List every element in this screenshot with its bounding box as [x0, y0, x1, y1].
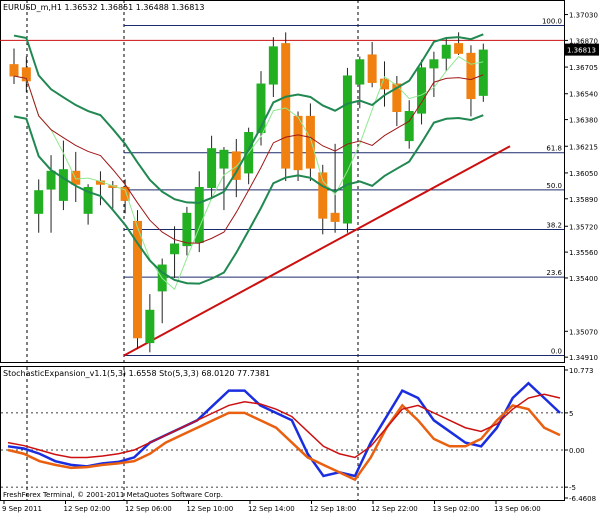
candle-body — [466, 52, 476, 100]
price-tick-label: 1.36050 — [569, 170, 598, 178]
candle-body — [293, 115, 303, 171]
candle-body — [429, 59, 439, 69]
price-tick-label: 1.35400 — [569, 275, 598, 283]
indicator-series-line — [7, 381, 561, 478]
candle-body — [194, 186, 204, 243]
candle-body — [330, 212, 340, 222]
time-axis-label: 12 Sep 02:00 — [64, 505, 111, 513]
ind-tick-label: -5 — [569, 484, 576, 492]
candle-body — [219, 149, 229, 169]
candle-body — [268, 46, 278, 85]
candle-body — [256, 83, 266, 134]
candle-body — [281, 43, 291, 169]
indicator-series-line — [7, 393, 561, 459]
candle-body — [120, 186, 130, 201]
ind-tick-label: 10.773 — [569, 367, 594, 375]
ma-slow-line — [13, 74, 484, 244]
fib-level-label: 50.0 — [546, 182, 562, 190]
candle-body — [145, 309, 155, 344]
candle-body — [305, 115, 315, 169]
candle-body — [342, 75, 352, 224]
current-price-box — [565, 43, 599, 56]
time-axis-label: 12 Sep 18:00 — [310, 505, 357, 513]
candle-body — [417, 67, 427, 114]
indicator-header: StochasticExpansion_v1.1(5,3) 1.6558 Sto… — [3, 369, 270, 378]
trend-line — [123, 145, 511, 357]
price-tick-label: 1.35560 — [569, 249, 598, 257]
candle-body — [380, 78, 389, 90]
price-tick-label: 1.36870 — [569, 37, 598, 45]
candle-body — [133, 220, 142, 339]
fib-level-label: 0.0 — [551, 348, 562, 356]
footer-copyright: FreshForex Terminal, © 2001-2011 MetaQuo… — [3, 491, 223, 499]
candle-body — [367, 54, 377, 83]
ind-tick-label: 5 — [569, 410, 573, 418]
candle-body — [34, 190, 44, 214]
price-tick-label: 1.34910 — [569, 354, 598, 362]
candle-body — [83, 186, 93, 214]
time-axis-label: 12 Sep 06:00 — [125, 505, 172, 513]
time-axis-label: 12 Sep 22:00 — [371, 505, 418, 513]
envelope-lower-line — [13, 114, 484, 285]
candle-body — [182, 212, 192, 247]
time-axis-label: 13 Sep 06:00 — [494, 505, 541, 513]
price-tick-label: 1.36380 — [569, 117, 598, 125]
candle-body — [21, 67, 31, 82]
time-axis-label: 9 Sep 2011 — [2, 505, 42, 513]
price-tick-label: 1.37030 — [569, 12, 598, 20]
current-price-label: 1.36813 — [567, 47, 596, 55]
chart-header: EURUSD_m,H1 1.36532 1.36851 1.36488 1.36… — [3, 3, 205, 12]
candle-body — [454, 43, 464, 54]
ind-tick-label: 0.00 — [569, 447, 585, 455]
price-tick-label: 1.35720 — [569, 223, 598, 231]
candle-body — [170, 243, 180, 255]
ind-tick-label: -6.4608 — [569, 495, 596, 503]
price-tick-label: 1.36540 — [569, 91, 598, 99]
fib-level-label: 38.2 — [546, 221, 562, 229]
indicator-series-line — [7, 403, 561, 482]
candle-body — [71, 170, 81, 185]
time-axis-label: 13 Sep 02:00 — [433, 505, 480, 513]
price-tick-label: 1.36705 — [569, 64, 598, 72]
candle-body — [46, 170, 56, 190]
time-axis-label: 12 Sep 10:00 — [187, 505, 234, 513]
candle-body — [392, 83, 402, 113]
candle-body — [441, 44, 451, 59]
candle-body — [404, 111, 414, 142]
candle-body — [9, 64, 19, 77]
price-tick-label: 1.35070 — [569, 328, 598, 336]
fib-level-label: 23.6 — [546, 269, 562, 277]
fib-level-label: 61.8 — [546, 145, 562, 153]
fib-level-label: 100.0 — [542, 18, 562, 26]
candle-body — [207, 148, 217, 188]
candle-body — [478, 49, 488, 96]
candle-body — [355, 59, 365, 85]
candle-body — [318, 172, 328, 219]
price-tick-label: 1.36215 — [569, 143, 598, 151]
ma-fast-line — [13, 55, 484, 291]
candle-body — [58, 169, 68, 201]
time-axis-label: 12 Sep 14:00 — [248, 505, 295, 513]
envelope-upper-line — [13, 33, 484, 204]
price-tick-label: 1.35890 — [569, 196, 598, 204]
